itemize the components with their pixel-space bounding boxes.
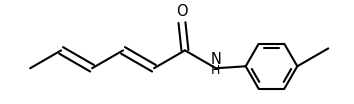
Text: N: N xyxy=(211,52,221,67)
Text: H: H xyxy=(211,64,221,77)
Text: O: O xyxy=(176,4,188,19)
